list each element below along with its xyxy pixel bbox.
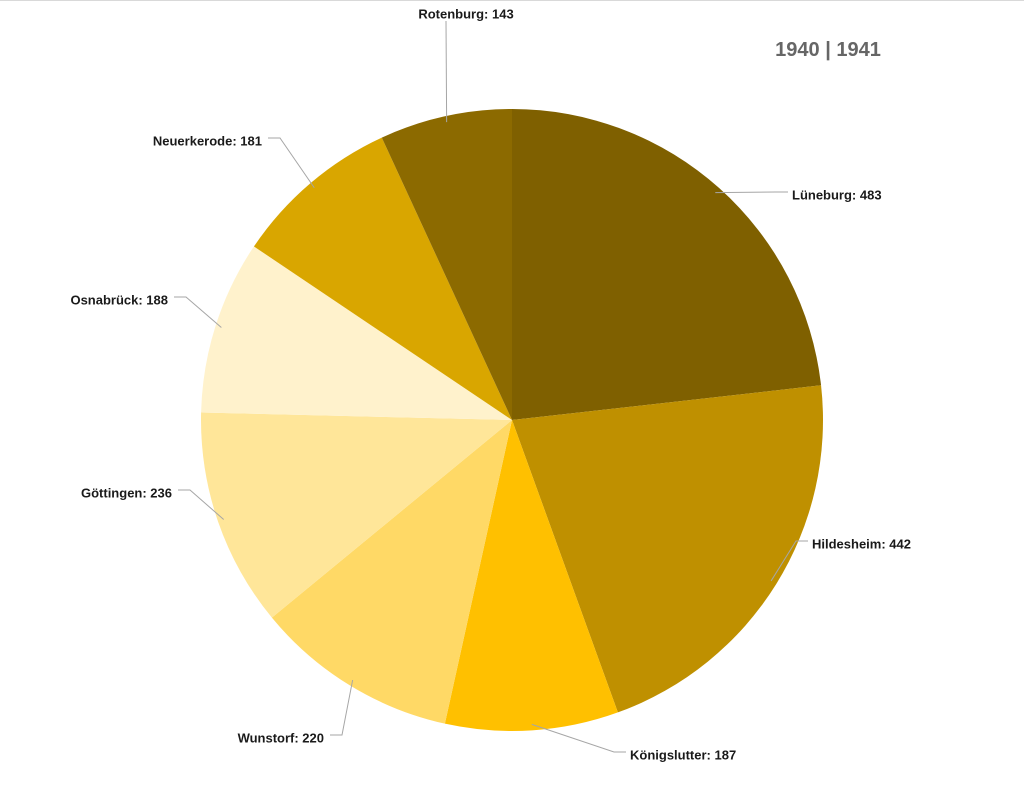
pie-slice-8 (381, 109, 512, 420)
top-border (0, 0, 1024, 1)
data-label-6: Osnabrück: 188 (70, 292, 168, 307)
data-label-4: Wunstorf: 220 (238, 730, 324, 745)
leader-lines (174, 20, 808, 753)
pie-slice-7 (253, 137, 512, 420)
leader-line-8 (445, 20, 448, 123)
leader-line-2 (770, 540, 808, 582)
pie-slice-3 (444, 420, 618, 731)
leader-line-7 (268, 137, 315, 189)
leader-line-5 (178, 489, 225, 520)
leader-line-4 (330, 679, 354, 736)
leader-line-3 (531, 723, 626, 753)
data-label-2: Hildesheim: 442 (812, 536, 911, 551)
chart-title: 1940 | 1941 (775, 39, 881, 61)
leader-line-1 (715, 191, 788, 194)
leader-line-6 (174, 296, 222, 328)
pie-slice-4 (271, 420, 512, 724)
data-labels: Lüneburg: 483 Hildesheim: 442 Königslutter… (70, 6, 911, 762)
pie-slice-6 (201, 246, 512, 420)
data-label-1: Lüneburg: 483 (792, 187, 882, 202)
data-label-8: Rotenburg: 143 (418, 6, 513, 21)
data-label-5: Göttingen: 236 (81, 485, 172, 500)
data-label-3: Königslutter: 187 (630, 747, 736, 762)
pie-slice-2 (512, 385, 823, 713)
pie-slices (201, 109, 823, 731)
data-label-7: Neuerkerode: 181 (153, 133, 262, 148)
pie-slice-1 (512, 109, 822, 420)
pie-slice-5 (201, 412, 512, 618)
